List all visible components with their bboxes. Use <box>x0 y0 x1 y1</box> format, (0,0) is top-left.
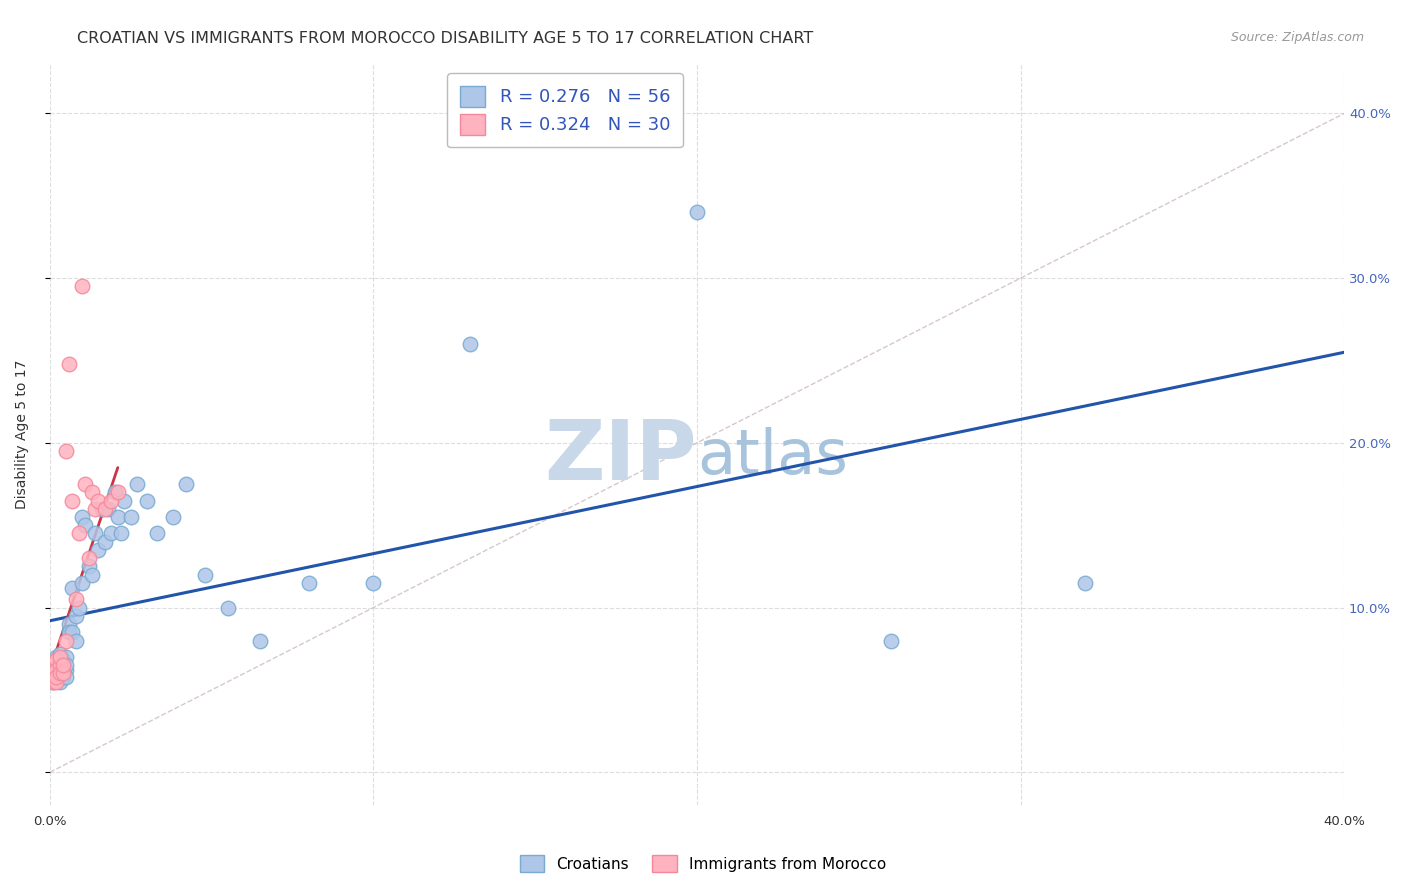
Point <box>42 663 65 677</box>
Point <box>127 477 149 491</box>
Point <box>65 608 87 623</box>
Point <box>107 510 129 524</box>
Point <box>298 575 321 590</box>
Point <box>67 600 90 615</box>
Point <box>120 510 142 524</box>
Point <box>77 551 100 566</box>
Point <box>80 567 103 582</box>
Point <box>62 625 84 640</box>
Point <box>62 493 84 508</box>
Point <box>52 666 75 681</box>
Point <box>48 658 70 673</box>
Point <box>94 501 117 516</box>
Point <box>84 526 107 541</box>
Point <box>48 647 70 661</box>
Point <box>107 485 129 500</box>
Point <box>686 205 709 219</box>
Point <box>48 666 70 681</box>
Point <box>460 337 482 351</box>
Point <box>45 674 67 689</box>
Point <box>112 493 135 508</box>
Point <box>77 559 100 574</box>
Point <box>75 477 97 491</box>
Point <box>42 674 65 689</box>
Point <box>45 653 67 667</box>
Point <box>42 666 65 681</box>
Point <box>42 670 65 684</box>
Legend: R = 0.276   N = 56, R = 0.324   N = 30: R = 0.276 N = 56, R = 0.324 N = 30 <box>447 73 683 147</box>
Y-axis label: Disability Age 5 to 17: Disability Age 5 to 17 <box>15 360 30 509</box>
Point <box>45 653 67 667</box>
Point <box>70 575 93 590</box>
Point <box>52 653 75 667</box>
Point <box>42 658 65 673</box>
Point <box>70 279 93 293</box>
Point <box>65 633 87 648</box>
Point <box>94 534 117 549</box>
Point <box>363 575 385 590</box>
Text: atlas: atlas <box>697 427 848 487</box>
Point <box>194 567 217 582</box>
Point <box>52 663 75 677</box>
Point <box>42 674 65 689</box>
Point <box>58 357 80 371</box>
Point <box>45 650 67 665</box>
Point <box>62 581 84 595</box>
Point <box>55 658 77 673</box>
Point <box>48 666 70 681</box>
Point <box>135 493 157 508</box>
Point <box>55 633 77 648</box>
Point <box>145 526 167 541</box>
Point <box>75 518 97 533</box>
Point <box>48 674 70 689</box>
Point <box>87 543 110 558</box>
Point <box>45 670 67 684</box>
Point <box>45 663 67 677</box>
Point <box>174 477 197 491</box>
Point <box>45 666 67 681</box>
Point <box>42 658 65 673</box>
Point <box>55 650 77 665</box>
Text: ZIP: ZIP <box>544 417 697 498</box>
Point <box>103 485 125 500</box>
Point <box>97 501 120 516</box>
Point <box>90 501 112 516</box>
Point <box>67 526 90 541</box>
Point <box>70 510 93 524</box>
Point <box>42 666 65 681</box>
Text: CROATIAN VS IMMIGRANTS FROM MOROCCO DISABILITY AGE 5 TO 17 CORRELATION CHART: CROATIAN VS IMMIGRANTS FROM MOROCCO DISA… <box>77 31 814 46</box>
Point <box>880 633 903 648</box>
Point <box>84 501 107 516</box>
Point <box>48 658 70 673</box>
Point <box>48 650 70 665</box>
Point <box>110 526 132 541</box>
Point <box>100 526 122 541</box>
Point <box>87 493 110 508</box>
Point <box>52 658 75 673</box>
Point <box>45 663 67 677</box>
Point <box>65 592 87 607</box>
Point <box>100 493 122 508</box>
Point <box>55 670 77 684</box>
Point <box>55 444 77 458</box>
Point <box>52 670 75 684</box>
Point <box>55 663 77 677</box>
Point <box>1074 575 1097 590</box>
Legend: Croatians, Immigrants from Morocco: Croatians, Immigrants from Morocco <box>512 847 894 880</box>
Text: Source: ZipAtlas.com: Source: ZipAtlas.com <box>1230 31 1364 45</box>
Point <box>80 485 103 500</box>
Point <box>52 666 75 681</box>
Point <box>249 633 271 648</box>
Point <box>162 510 184 524</box>
Point <box>45 670 67 684</box>
Point <box>58 617 80 632</box>
Point <box>58 625 80 640</box>
Point <box>217 600 239 615</box>
